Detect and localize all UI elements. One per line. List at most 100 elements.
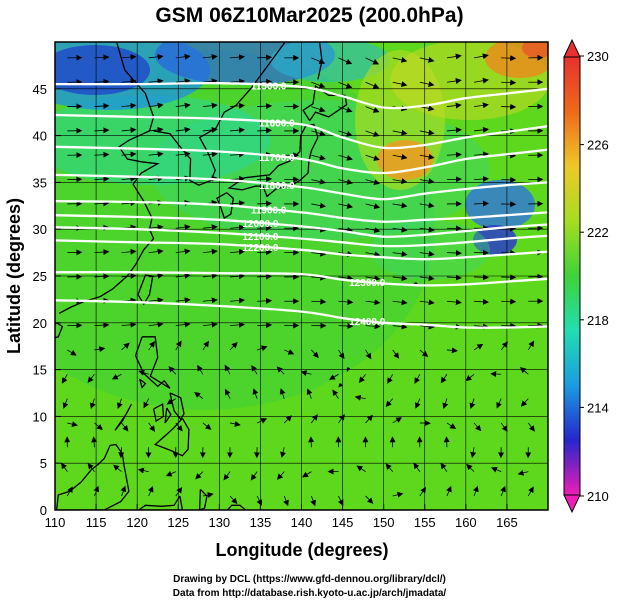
wind-arrow [175,422,183,432]
wind-arrow [414,374,421,384]
wind-arrow [500,485,506,497]
wind-arrow [338,202,354,209]
wind-arrow [517,469,529,476]
wind-arrow [168,366,177,375]
x-tick-label: 160 [455,515,477,530]
wind-arrow [66,486,73,497]
wind-arrow [118,447,125,459]
wind-arrow [338,178,353,185]
wind-arrow [257,103,273,110]
wind-arrow [419,226,435,233]
height-contour [55,199,548,223]
wind-arrow [257,54,273,61]
colorbar-tick-label: 218 [587,313,609,328]
wind-arrow [392,226,408,233]
coastline [138,378,147,389]
wind-arrow [148,102,164,109]
wind-arrow [306,388,313,399]
wind-arrow [440,374,448,384]
wind-arrow [354,394,366,401]
wind-arrow [365,203,381,210]
x-tick-label: 115 [86,515,107,530]
wind-arrow [148,340,155,351]
wind-arrow [175,53,191,60]
wind-arrow [94,249,110,256]
wind-arrow [94,422,103,431]
wind-arrow [276,471,285,480]
wind-arrow [311,154,326,161]
wind-arrow [175,321,191,328]
wind-arrow [257,322,273,329]
wind-arrow [89,398,96,410]
wind-arrow [338,227,354,233]
wind-arrow [229,102,245,109]
wind-arrow [413,462,421,472]
x-tick-label: 150 [373,515,395,530]
coastline [153,417,190,457]
y-tick-label: 40 [33,129,47,144]
wind-arrow [276,366,285,375]
wind-arrow [257,127,273,134]
wind-arrow [338,322,354,329]
wind-arrow [446,422,457,429]
wind-arrow [148,422,156,432]
wind-arrow [280,447,286,458]
wind-arrow [87,374,95,383]
wind-arrow [365,275,381,282]
x-tick-label: 120 [126,515,148,530]
wind-arrow [419,129,435,136]
wind-arrow [113,464,122,472]
wind-arrow [202,53,218,60]
wind-arrow [311,298,327,305]
wind-arrow [446,249,462,256]
wind-arrow [175,272,191,279]
wind-arrow [223,471,231,481]
wind-arrow [121,78,137,85]
wind-arrow [62,398,69,409]
wind-arrow [148,297,164,304]
wind-arrow [392,56,408,63]
wind-arrow [419,486,427,497]
colorbar-scale [563,56,581,496]
credit-line-2: Data from http://database.rish.kyoto-u.a… [172,588,447,599]
wind-arrow [165,470,176,477]
wind-arrow [419,323,435,330]
wind-arrow [225,388,231,399]
wind-arrow [175,340,182,351]
wind-arrow [175,102,191,109]
wind-arrow [284,349,295,355]
contour-label: 11500.0 [251,81,287,92]
colorbar-tick-label: 214 [587,400,609,415]
wind-arrow [446,102,462,109]
wind-arrow [311,81,326,89]
colorbar-tick-label: 210 [587,489,609,504]
wind-arrow [202,151,218,158]
coastline [169,392,185,421]
wind-arrow [311,274,327,281]
wind-arrow [121,342,130,351]
x-tick-label: 125 [167,515,189,530]
wind-arrow [166,398,177,405]
wind-arrow [251,364,258,375]
wind-arrow [257,345,268,352]
wind-arrow [229,78,245,85]
wind-arrow [419,202,435,209]
wind-arrow [440,462,448,472]
wind-arrow [300,370,312,376]
y-tick-label: 5 [40,456,47,471]
wind-arrow [93,485,100,497]
y-tick-label: 15 [33,363,47,378]
wind-arrow [385,398,394,408]
colorbar-min-arrow [563,494,581,514]
wind-arrow [117,398,123,409]
wind-arrow [257,200,273,207]
wind-arrow [147,485,154,497]
wind-arrow [311,349,319,359]
wind-arrow [175,126,191,133]
wind-arrow [202,272,218,279]
wind-arrow [365,349,372,360]
wind-arrow [332,389,339,399]
coastline [134,336,171,389]
wind-arrow [302,471,312,478]
wind-arrow [175,486,183,497]
